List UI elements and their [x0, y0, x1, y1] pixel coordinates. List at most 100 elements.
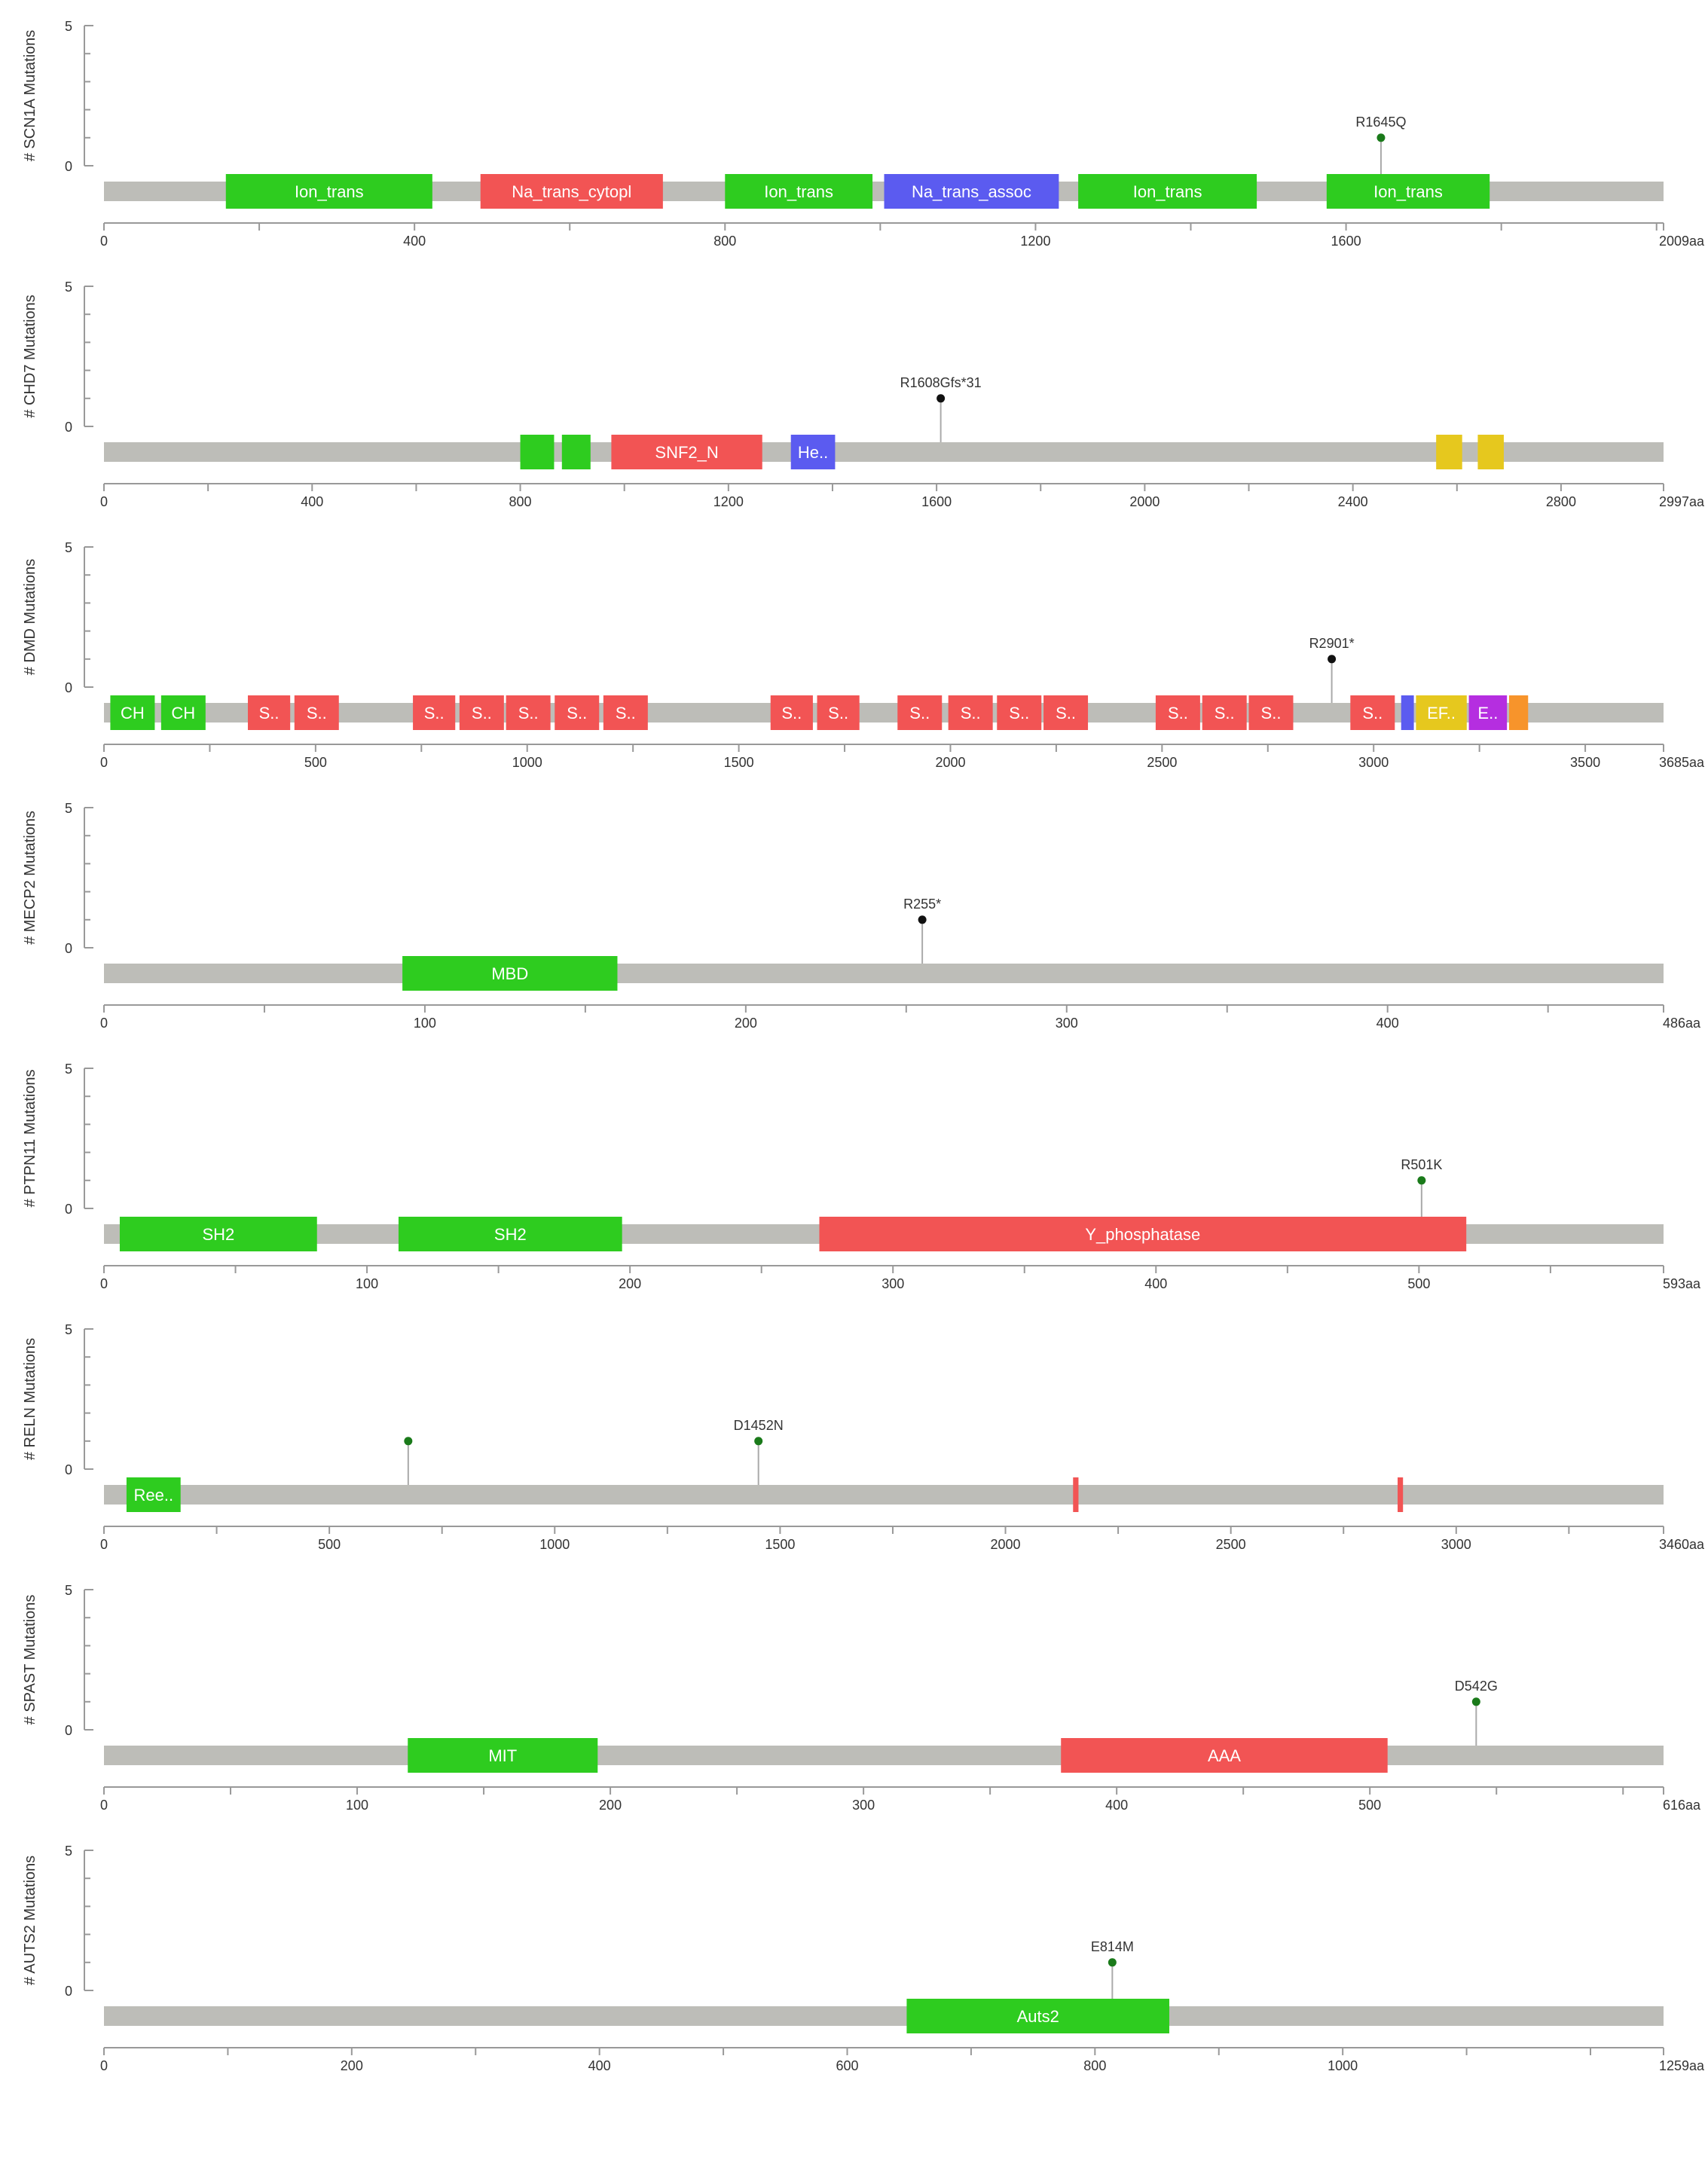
- x-tick-label: 1500: [765, 1537, 795, 1552]
- domain-block[interactable]: [1350, 695, 1395, 730]
- mutation-point[interactable]: [1328, 655, 1337, 664]
- domain-block[interactable]: [561, 435, 591, 469]
- domain-block[interactable]: [884, 174, 1059, 209]
- domain-block[interactable]: [1401, 695, 1414, 730]
- domain-block[interactable]: [1073, 1477, 1079, 1512]
- domain-block[interactable]: [1078, 174, 1257, 209]
- y-axis-label: # RELN Mutations: [22, 1338, 38, 1460]
- mutation-point[interactable]: [1376, 133, 1386, 142]
- domain-block[interactable]: [1155, 695, 1200, 730]
- domain-block[interactable]: [790, 435, 836, 469]
- domain-block[interactable]: [897, 695, 943, 730]
- domain-block[interactable]: [225, 174, 432, 209]
- mutation-point[interactable]: [1417, 1176, 1426, 1185]
- domain-block[interactable]: [1416, 695, 1467, 730]
- panel-scn1a: 5 0 # SCN1A Mutations R1645Q Ion_trans Na_tra…: [22, 19, 1705, 249]
- domain-block[interactable]: [126, 1477, 181, 1512]
- domain-block[interactable]: [819, 1217, 1467, 1251]
- domain-block[interactable]: [1508, 695, 1529, 730]
- domain-block[interactable]: [408, 1738, 598, 1773]
- x-end-label: 3460aa: [1659, 1537, 1705, 1552]
- y-tick-label-bottom: 0: [65, 159, 72, 174]
- domain-block[interactable]: [948, 695, 993, 730]
- domain-block[interactable]: [480, 174, 663, 209]
- x-tick-label: 2800: [1546, 494, 1576, 509]
- protein-backbone: [104, 2006, 1664, 2026]
- x-tick-label: 400: [1376, 1016, 1399, 1031]
- domain-block[interactable]: [1477, 435, 1504, 469]
- domain-label: MIT: [488, 1746, 517, 1765]
- domain-block[interactable]: [119, 1217, 317, 1251]
- mutation-point[interactable]: [1108, 1958, 1117, 1967]
- x-end-label: 2009aa: [1659, 234, 1705, 249]
- domain-block[interactable]: [1436, 435, 1462, 469]
- domain-block[interactable]: [1202, 695, 1247, 730]
- domain-block[interactable]: [294, 695, 339, 730]
- x-tick-label: 0: [100, 2058, 108, 2073]
- domain-block[interactable]: [1326, 174, 1490, 209]
- domain-block[interactable]: [555, 695, 600, 730]
- x-tick-label: 400: [1105, 1798, 1128, 1813]
- mutation-point[interactable]: [404, 1437, 413, 1446]
- domain-block[interactable]: [520, 435, 555, 469]
- y-tick-label-top: 5: [65, 540, 72, 555]
- panel-spast: 5 0 # SPAST Mutations D542G MIT AAA 0 100 200 300…: [22, 1583, 1701, 1813]
- x-end-label: 616aa: [1663, 1798, 1701, 1813]
- domain-block[interactable]: [1248, 695, 1294, 730]
- domain-block[interactable]: [398, 1217, 622, 1251]
- domain-label: Ion_trans: [295, 182, 364, 201]
- mutation-point[interactable]: [1471, 1697, 1480, 1706]
- mutation-point[interactable]: [918, 915, 927, 924]
- domain-block[interactable]: [1061, 1738, 1388, 1773]
- x-tick-label: 2000: [935, 755, 965, 770]
- domain-block[interactable]: [402, 956, 618, 991]
- panel-ptpn11: 5 0 # PTPN11 Mutations R501K SH2 SH2 Y_phospha…: [22, 1062, 1701, 1291]
- y-tick-label-top: 5: [65, 280, 72, 295]
- domain-block[interactable]: [110, 695, 155, 730]
- y-axis-label: # SPAST Mutations: [22, 1595, 38, 1725]
- panel-auts2: 5 0 # AUTS2 Mutations E814M Auts2 0 200 400 600 8…: [22, 1844, 1705, 2073]
- domain-block[interactable]: [160, 695, 206, 730]
- domain-block[interactable]: [770, 695, 813, 730]
- domain-block[interactable]: [906, 1999, 1169, 2033]
- y-tick-label-top: 5: [65, 1583, 72, 1598]
- x-tick-label: 1000: [1328, 2058, 1358, 2073]
- domain-label: S..: [472, 704, 492, 722]
- y-axis-label: # PTPN11 Mutations: [22, 1069, 38, 1207]
- y-tick-label-bottom: 0: [65, 680, 72, 695]
- x-end-label: 1259aa: [1659, 2058, 1705, 2073]
- x-tick-label: 2000: [991, 1537, 1021, 1552]
- x-tick-label: 1200: [713, 494, 744, 509]
- panel-chd7: 5 0 # CHD7 Mutations R1608Gfs*31 SNF2_N He.. 0…: [22, 280, 1705, 509]
- domain-block[interactable]: [725, 174, 873, 209]
- mutation-label: R1645Q: [1355, 115, 1406, 130]
- domain-block[interactable]: [1043, 695, 1089, 730]
- domain-label: AAA: [1208, 1746, 1241, 1765]
- domain-block[interactable]: [247, 695, 291, 730]
- domain-block[interactable]: [459, 695, 504, 730]
- x-tick-label: 0: [100, 1537, 108, 1552]
- domain-block[interactable]: [997, 695, 1042, 730]
- mutation-point[interactable]: [936, 394, 946, 403]
- domain-label: EF..: [1427, 704, 1456, 722]
- domain-label: Ion_trans: [1373, 182, 1443, 201]
- x-tick-label: 500: [318, 1537, 341, 1552]
- domain-block[interactable]: [1468, 695, 1508, 730]
- domain-block[interactable]: [506, 695, 551, 730]
- mutation-point[interactable]: [754, 1437, 763, 1446]
- x-tick-label: 2500: [1147, 755, 1177, 770]
- domain-block[interactable]: [413, 695, 456, 730]
- x-tick-label: 100: [346, 1798, 368, 1813]
- domain-block[interactable]: [1398, 1477, 1404, 1512]
- domain-label: S..: [1215, 704, 1235, 722]
- y-tick-label-bottom: 0: [65, 420, 72, 435]
- domain-label: Na_trans_cytopl: [512, 182, 631, 201]
- domain-label: CH: [171, 704, 195, 722]
- domain-block[interactable]: [611, 435, 762, 469]
- domain-label: S..: [567, 704, 587, 722]
- x-tick-label: 100: [356, 1276, 378, 1291]
- domain-block[interactable]: [603, 695, 648, 730]
- x-tick-label: 800: [509, 494, 532, 509]
- domain-block[interactable]: [817, 695, 860, 730]
